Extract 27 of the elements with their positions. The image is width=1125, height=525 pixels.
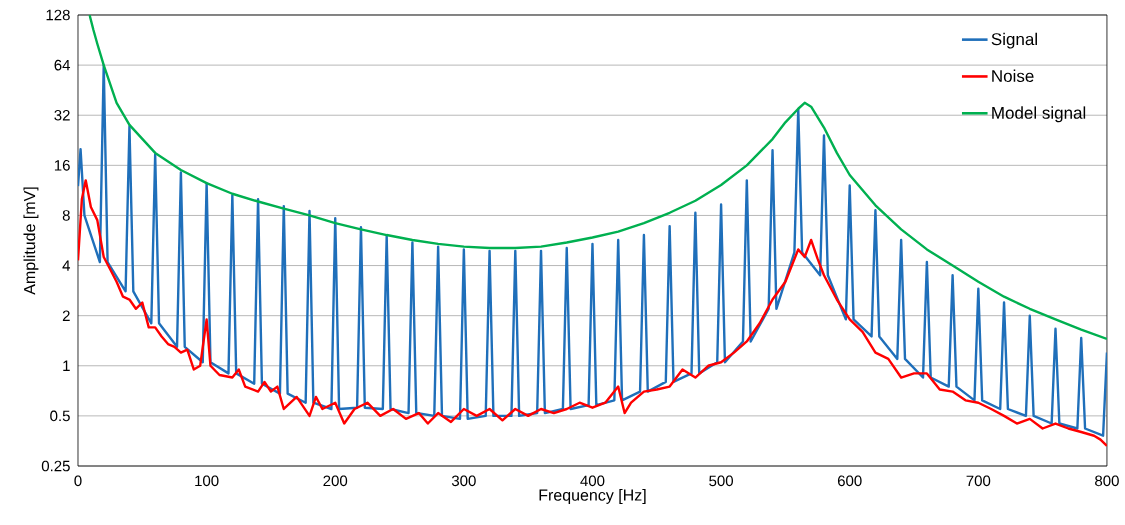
- x-tick-label: 0: [74, 475, 82, 487]
- line-series: [78, 179, 1107, 448]
- line-series: [78, 63, 1107, 437]
- legend-label: Model signal: [992, 106, 1086, 123]
- line-series: [88, 15, 1107, 341]
- legend-label: Noise: [992, 69, 1034, 83]
- y-tick-label: 2: [62, 310, 70, 321]
- y-tick-label: 64: [54, 59, 71, 71]
- y-axis-title: Amplitude [mV]: [23, 187, 39, 295]
- x-tick-label: 500: [709, 475, 733, 487]
- y-tick-label: 0.25: [41, 460, 70, 472]
- y-tick-label: 8: [62, 210, 70, 221]
- x-tick-label: 100: [195, 475, 219, 487]
- y-tick-label: 32: [54, 109, 70, 121]
- x-tick-label: 700: [966, 475, 991, 487]
- x-tick-label: 600: [837, 475, 862, 487]
- x-axis-title: Frequency [Hz]: [539, 489, 646, 504]
- y-tick-label: 128: [46, 9, 70, 21]
- y-tick-label: 16: [54, 160, 70, 171]
- y-tick-label: 4: [62, 260, 71, 271]
- x-tick-label: 800: [1095, 475, 1119, 487]
- x-tick-label: 400: [580, 475, 605, 487]
- y-tick-label: 1: [63, 360, 70, 371]
- x-tick-label: 200: [323, 475, 348, 487]
- x-tick-label: 300: [451, 475, 476, 487]
- y-tick-label: 0.5: [50, 410, 70, 422]
- legend-label: Signal: [991, 32, 1037, 49]
